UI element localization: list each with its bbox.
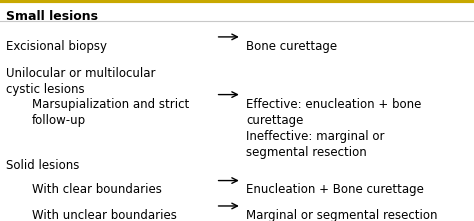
Text: Bone curettage: Bone curettage [246, 40, 337, 53]
Text: Solid lesions: Solid lesions [6, 159, 79, 172]
Text: Marsupialization and strict
follow-up: Marsupialization and strict follow-up [32, 98, 189, 127]
Text: Unilocular or multilocular
cystic lesions: Unilocular or multilocular cystic lesion… [6, 67, 155, 96]
Text: Small lesions: Small lesions [6, 10, 98, 23]
Text: With unclear boundaries: With unclear boundaries [32, 209, 177, 221]
Text: Marginal or segmental resection: Marginal or segmental resection [246, 209, 438, 221]
Text: Enucleation + Bone curettage: Enucleation + Bone curettage [246, 183, 424, 196]
Text: Excisional biopsy: Excisional biopsy [6, 40, 107, 53]
Text: With clear boundaries: With clear boundaries [32, 183, 162, 196]
Text: Effective: enucleation + bone
curettage
Ineffective: marginal or
segmental resec: Effective: enucleation + bone curettage … [246, 98, 422, 159]
